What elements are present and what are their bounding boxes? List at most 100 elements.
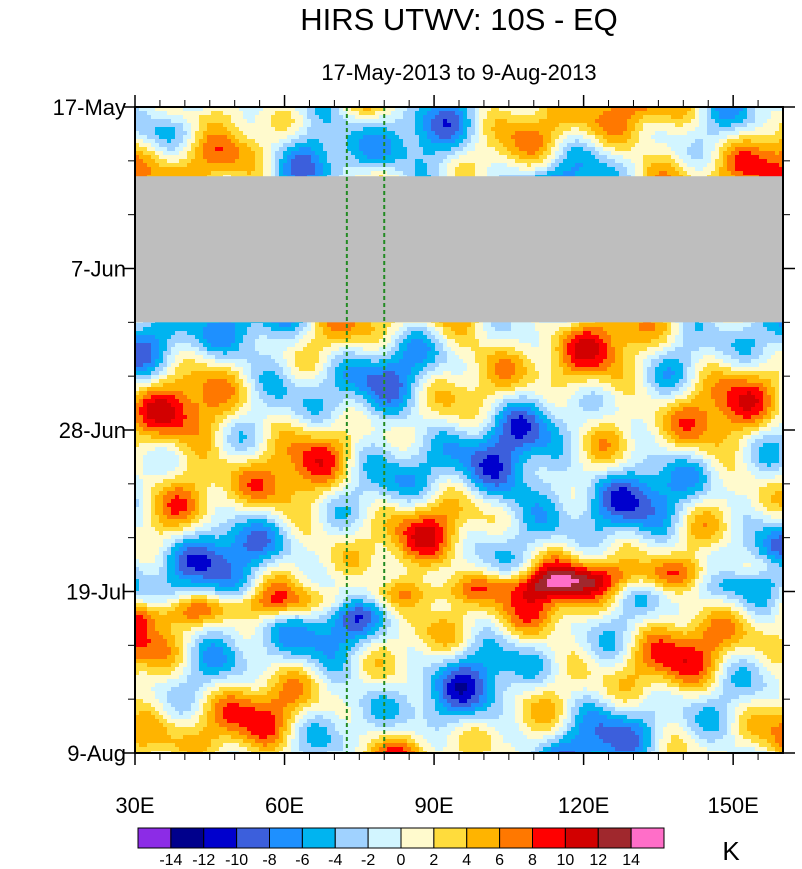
field-cell: [303, 123, 308, 128]
field-cell: [623, 119, 628, 124]
field-cell: [763, 147, 768, 152]
field-cell: [679, 143, 684, 148]
field-cell: [291, 143, 296, 148]
field-cell: [383, 147, 388, 152]
field-cell: [615, 123, 620, 128]
field-cell: [251, 139, 256, 144]
field-cell: [707, 107, 712, 112]
field-cell: [371, 147, 376, 152]
field-cell: [567, 163, 572, 168]
field-cell: [543, 167, 548, 172]
field-cell: [579, 115, 584, 120]
field-cell: [643, 131, 648, 136]
field-cell: [355, 111, 360, 116]
field-cell: [291, 147, 296, 152]
field-cell: [347, 139, 352, 144]
field-cell: [771, 171, 776, 176]
field-cell: [647, 171, 652, 176]
field-cell: [763, 163, 768, 168]
field-cell: [743, 131, 748, 136]
field-cell: [539, 143, 544, 148]
field-cell: [327, 115, 332, 120]
field-cell: [451, 131, 456, 136]
field-cell: [455, 167, 460, 172]
field-cell: [163, 127, 168, 132]
field-cell: [551, 131, 556, 136]
field-cell: [527, 123, 532, 128]
field-cell: [239, 119, 244, 124]
field-cell: [555, 143, 560, 148]
field-cell: [343, 135, 348, 140]
field-cell: [367, 155, 372, 160]
field-cell: [255, 159, 260, 164]
field-cell: [351, 111, 356, 116]
field-cell: [247, 167, 252, 172]
field-cell: [179, 167, 184, 172]
field-cell: [399, 107, 404, 112]
field-cell: [431, 167, 436, 172]
field-cell: [387, 135, 392, 140]
field-cell: [203, 135, 208, 140]
field-cell: [611, 135, 616, 140]
field-cell: [647, 163, 652, 168]
field-cell: [295, 123, 300, 128]
field-cell: [759, 139, 764, 144]
field-cell: [435, 115, 440, 120]
field-cell: [655, 159, 660, 164]
field-cell: [687, 151, 692, 156]
field-cell: [663, 139, 668, 144]
field-cell: [659, 107, 664, 112]
field-cell: [503, 143, 508, 148]
field-cell: [415, 155, 420, 160]
field-cell: [291, 135, 296, 140]
field-cell: [363, 159, 368, 164]
field-cell: [651, 139, 656, 144]
field-cell: [531, 139, 536, 144]
field-cell: [515, 163, 520, 168]
field-cell: [519, 111, 524, 116]
field-cell: [299, 163, 304, 168]
field-cell: [695, 123, 700, 128]
field-cell: [163, 139, 168, 144]
field-cell: [671, 159, 676, 164]
field-cell: [475, 127, 480, 132]
field-cell: [347, 123, 352, 128]
field-cell: [419, 131, 424, 136]
field-cell: [543, 147, 548, 152]
field-cell: [403, 127, 408, 132]
field-cell: [563, 123, 568, 128]
field-cell: [563, 135, 568, 140]
field-cell: [159, 123, 164, 128]
field-cell: [675, 147, 680, 152]
field-cell: [663, 171, 668, 176]
field-cell: [567, 111, 572, 116]
field-cell: [503, 159, 508, 164]
field-cell: [499, 151, 504, 156]
field-cell: [363, 167, 368, 172]
field-cell: [227, 131, 232, 136]
field-cell: [251, 163, 256, 168]
field-cell: [367, 151, 372, 156]
field-cell: [595, 135, 600, 140]
field-cell: [607, 143, 612, 148]
field-cell: [539, 107, 544, 112]
field-cell: [175, 167, 180, 172]
field-cell: [779, 171, 783, 176]
field-cell: [371, 143, 376, 148]
field-cell: [231, 151, 236, 156]
field-cell: [439, 139, 444, 144]
field-cell: [139, 171, 144, 176]
field-cell: [487, 151, 492, 156]
field-cell: [159, 131, 164, 136]
field-cell: [467, 115, 472, 120]
field-cell: [451, 111, 456, 116]
field-cell: [323, 135, 328, 140]
field-cell: [559, 111, 564, 116]
field-cell: [371, 155, 376, 160]
field-cell: [691, 143, 696, 148]
field-cell: [539, 115, 544, 120]
field-cell: [387, 159, 392, 164]
field-cell: [691, 119, 696, 124]
field-cell: [331, 135, 336, 140]
field-cell: [659, 123, 664, 128]
